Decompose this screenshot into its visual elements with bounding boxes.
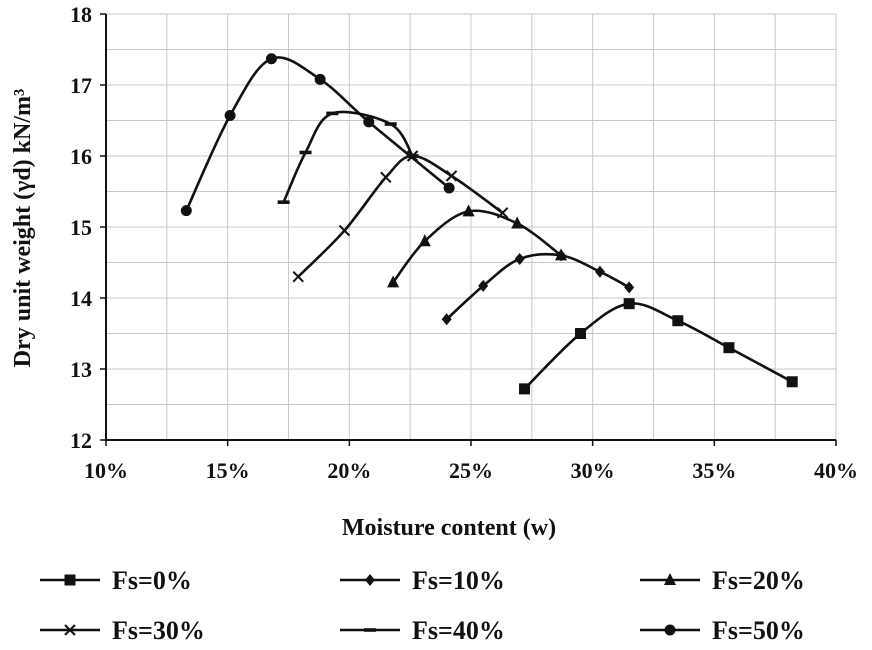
series-line-1: [445, 252, 631, 321]
legend-marker: [64, 624, 76, 636]
data-point-1: [624, 281, 635, 294]
legend-item: Fs=20%: [640, 566, 805, 595]
legend-item: Fs=40%: [340, 616, 505, 645]
data-point-3: [292, 270, 304, 283]
data-point-4: [406, 154, 419, 158]
y-tick-label: 14: [70, 286, 92, 311]
legend-item: Fs=0%: [40, 566, 192, 595]
series-line-0: [523, 302, 794, 391]
legend-item: Fs=10%: [340, 566, 505, 595]
data-point-1: [478, 279, 489, 292]
data-point-3: [338, 224, 351, 237]
x-tick-label: 40%: [814, 458, 858, 483]
data-point-2: [387, 275, 400, 288]
y-tick-label: 18: [70, 2, 92, 27]
y-tick-label: 17: [70, 73, 92, 98]
legend-label: Fs=20%: [712, 566, 805, 595]
data-markers: [180, 53, 798, 395]
data-point-5: [443, 182, 455, 194]
data-point-3: [445, 170, 458, 182]
data-point-1: [594, 265, 605, 278]
legend-marker: [64, 574, 76, 586]
x-tick-label: 35%: [692, 458, 736, 483]
data-point-5: [314, 73, 326, 85]
tick-labels: 10% 15% 20% 25% 30% 35% 40% 12 13 14 15 16 17 18: [70, 2, 858, 483]
legend-label: Fs=50%: [712, 616, 805, 645]
data-point-2: [418, 234, 431, 247]
x-tick-label: 20%: [327, 458, 371, 483]
legend-item: Fs=30%: [40, 616, 205, 645]
legend-label: Fs=40%: [412, 616, 505, 645]
data-point-4: [299, 150, 312, 155]
data-point-0: [575, 328, 586, 339]
x-tick-label: 25%: [449, 458, 493, 483]
grid: [105, 13, 837, 441]
series-line-5: [185, 56, 451, 212]
data-point-3: [380, 171, 392, 184]
legend-marker: [365, 574, 375, 586]
data-point-0: [623, 298, 635, 310]
legend-item: Fs=50%: [640, 616, 805, 645]
data-point-5: [224, 110, 236, 122]
data-point-0: [723, 342, 735, 354]
x-tick-label: 15%: [206, 458, 250, 483]
data-point-1: [441, 313, 452, 326]
series-lines: [185, 56, 794, 391]
legend-marker: [664, 624, 676, 636]
data-point-5: [265, 53, 277, 65]
y-tick-label: 16: [70, 144, 92, 169]
x-tick-label: 10%: [84, 458, 128, 483]
data-point-0: [672, 315, 684, 327]
data-point-5: [363, 116, 375, 128]
data-point-4: [277, 200, 290, 204]
y-tick-label: 13: [70, 357, 92, 382]
legend-label: Fs=30%: [112, 616, 205, 645]
data-point-5: [180, 205, 192, 217]
data-point-1: [514, 252, 525, 265]
x-axis-title: Moisture content (w): [342, 515, 556, 541]
y-tick-label: 12: [70, 428, 92, 453]
data-point-0: [519, 383, 531, 395]
data-point-4: [384, 122, 397, 126]
legend-label: Fs=0%: [112, 566, 192, 595]
data-point-4: [326, 111, 339, 116]
y-axis-title: Dry unit weight (γd) kN/m³: [10, 89, 36, 367]
legend-marker: [364, 628, 376, 632]
legend: Fs=0% Fs=10% Fs=20% Fs=30% Fs=40% Fs=50%: [40, 566, 805, 645]
legend-marker: [664, 573, 676, 585]
data-point-3: [496, 207, 509, 219]
data-point-2: [511, 216, 524, 229]
series-line-2: [391, 209, 563, 284]
x-tick-label: 30%: [571, 458, 615, 483]
data-point-2: [555, 248, 568, 261]
data-point-0: [786, 376, 798, 388]
legend-label: Fs=10%: [412, 566, 505, 595]
y-tick-label: 15: [70, 215, 92, 240]
data-point-2: [462, 204, 475, 217]
